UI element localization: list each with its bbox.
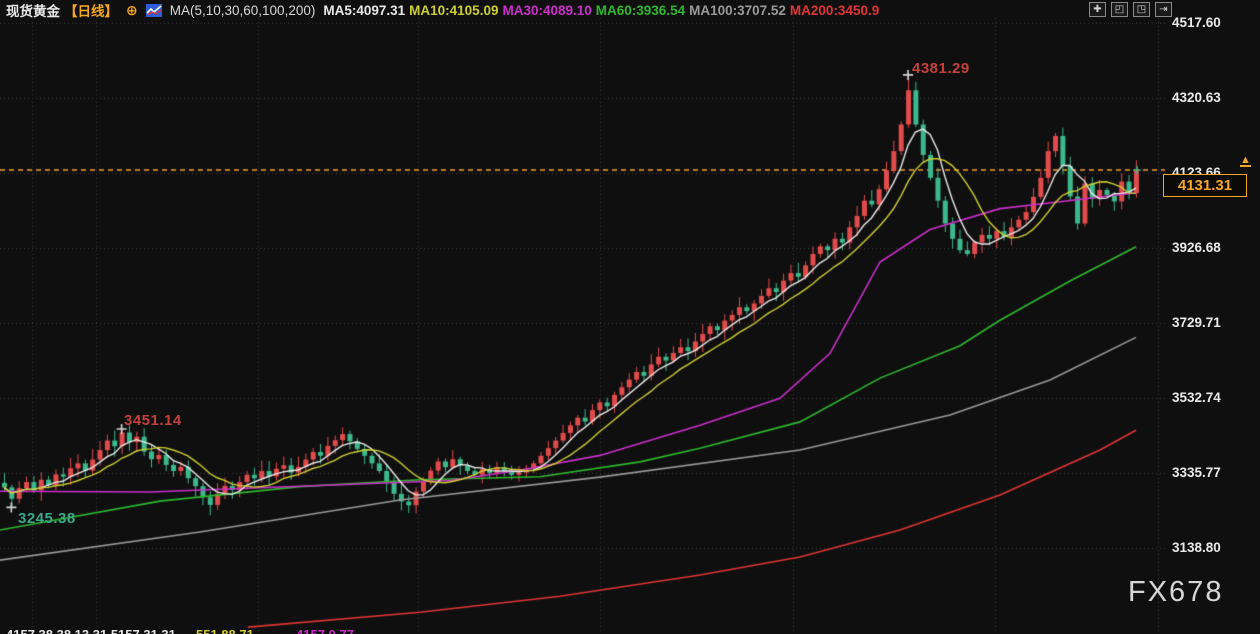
zoom-fit-icon[interactable]: ◰ — [1111, 2, 1128, 17]
peak-high-label: 4381.29 — [912, 60, 970, 77]
clipped-text-fragment: 4157 0.77 — [296, 627, 354, 634]
y-axis-label: 3729.71 — [1172, 315, 1221, 330]
y-axis-label: 3335.77 — [1172, 465, 1221, 480]
ma-value: MA100:3707.52 — [689, 2, 786, 18]
ma-value: MA5:4097.31 — [323, 2, 406, 18]
ma-value: MA200:3450.9 — [789, 2, 880, 18]
fx678-watermark: FX678 — [1128, 576, 1224, 608]
scale-axis-icon[interactable]: ◳ — [1133, 2, 1150, 17]
period-label: 【日线】 — [64, 4, 118, 19]
y-axis-label: 3138.80 — [1172, 540, 1221, 555]
crosshair-pan-icon[interactable]: ✚ — [1089, 2, 1106, 17]
ma-legend: MA5:4097.31 MA10:4105.09 MA30:4089.10 MA60:… — [323, 3, 883, 18]
y-axis-label: 4320.63 — [1172, 90, 1221, 105]
chart-header: 现货黄金 【日线】 ⊕ MA(5,10,30,60,100,200) MA5:4… — [6, 1, 883, 20]
clipped-text-fragment: 4157.38 38.13 31 5157 31.31 — [6, 627, 176, 634]
y-axis-label: 4517.60 — [1172, 15, 1221, 30]
symbol-title: 现货黄金 — [6, 4, 60, 19]
y-axis-label: 3926.68 — [1172, 240, 1221, 255]
ma-value: MA60:3936.54 — [595, 2, 686, 18]
chart-toolbar: ✚ ◰ ◳ ⇥ — [1089, 2, 1172, 17]
clipped-text-fragment: 551.88 71 — [196, 627, 254, 634]
local-high-label: 3451.14 — [124, 412, 182, 429]
ma-value: MA10:4105.09 — [409, 2, 499, 18]
jump-latest-icon[interactable]: ⇥ — [1155, 2, 1172, 17]
jump-to-latest-arrow-icon[interactable]: ▲ — [1240, 154, 1251, 167]
y-axis-label: 3532.74 — [1172, 390, 1221, 405]
current-price-tag: 4131.31 — [1163, 174, 1247, 197]
mini-chart-icon — [145, 3, 162, 17]
local-low-label: 3245.38 — [18, 510, 76, 527]
ma-value: MA30:4089.10 — [502, 2, 592, 18]
ma-params-label: MA(5,10,30,60,100,200) — [169, 2, 316, 18]
clipped-bottom-row: 4157.38 38.13 31 5157 31.31 551.88 71 4157… — [0, 626, 1260, 634]
add-indicator-icon[interactable]: ⊕ — [126, 1, 138, 18]
